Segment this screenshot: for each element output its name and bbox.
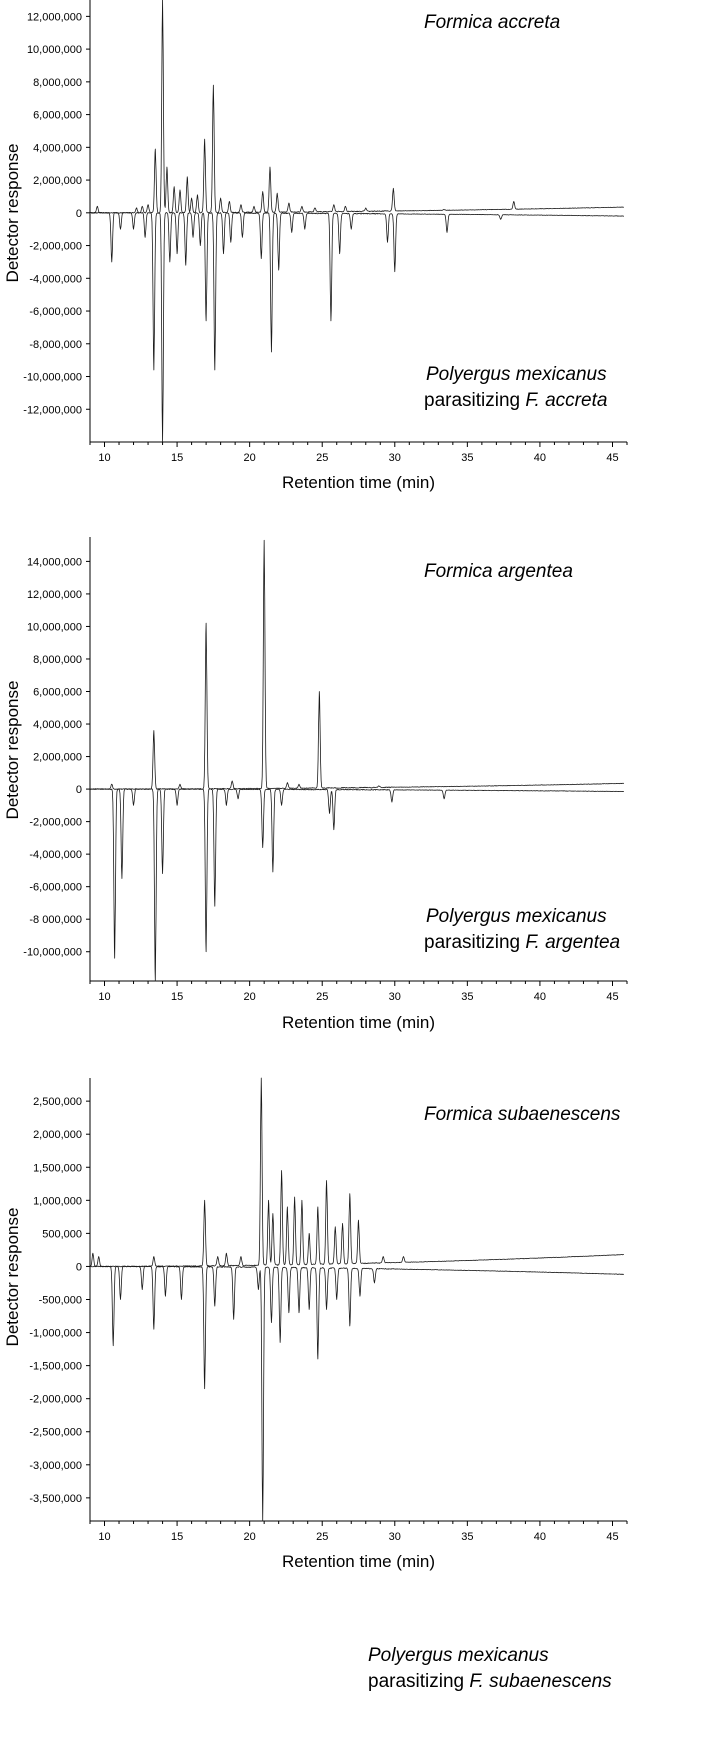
y-tick-label: -500,000 [39,1295,82,1307]
x-tick-label: 45 [606,991,618,1003]
y-tick-label: -3,000,000 [29,1460,82,1472]
series-line-host-species [89,539,625,790]
parasite-species-label: parasitizing F. argentea [424,932,620,953]
y-tick-label: 6,000,000 [33,687,82,699]
y-tick-label: 500,000 [42,1228,82,1240]
y-tick-label: -2,000,000 [29,1394,82,1406]
y-tick-label: 0 [76,208,82,220]
y-tick-label: 8,000,000 [33,77,82,89]
y-tick-label: 1,000,000 [33,1195,82,1207]
parasite-species-label: parasitizing F. accreta [424,390,607,411]
x-tick-label: 20 [244,452,256,464]
parasite-species-label: Polyergus mexicanus [368,1645,549,1666]
x-tick-label: 15 [171,1531,183,1543]
x-tick-label: 25 [316,452,328,464]
y-tick-label: -8,000,000 [29,339,82,351]
y-tick-label: 10,000,000 [27,621,82,633]
parasite-species-label: Polyergus mexicanus [426,364,607,385]
chromatogram-panel-1: 10 15 20 25 30 35 40 45 12,000,000 10,000,000 8,00… [3,0,628,492]
x-tick-label: 20 [244,991,256,1003]
parasite-species-label: parasitizing F. subaenescens [368,1671,612,1692]
y-tick-label: 2,000,000 [33,175,82,187]
chromatogram-panel-2: 10 15 20 25 30 35 40 45 14,000,000 12,000,000 10,0… [3,537,628,1032]
y-tick-label: -2,500,000 [29,1427,82,1439]
y-tick-label: 4,000,000 [33,719,82,731]
y-tick-label: -2,000,000 [29,817,82,829]
y-tick-label: -1,500,000 [29,1361,82,1373]
y-tick-label: -12,000,000 [23,404,82,416]
host-species-label: Formica subaenescens [424,1104,621,1125]
y-axis-title: Detector response [3,681,22,820]
parasite-species-label: Polyergus mexicanus [426,906,607,927]
y-tick-label: 2,500,000 [33,1096,82,1108]
x-axis-title: Retention time (min) [282,1552,435,1571]
y-tick-label: -8 000,000 [29,914,82,926]
y-tick-label: 14,000,000 [27,556,82,568]
x-axis-title: Retention time (min) [282,473,435,492]
x-tick-label: 45 [606,452,618,464]
x-tick-label: 35 [461,452,473,464]
y-tick-label: -1,000,000 [29,1328,82,1340]
y-tick-label: 0 [76,784,82,796]
x-tick-label: 20 [244,1531,256,1543]
x-tick-label: 30 [389,1531,401,1543]
series-line-parasite-species [90,1265,624,1522]
x-tick-label: 45 [606,1531,618,1543]
series-line-host-species [89,0,624,214]
y-tick-label: 12,000,000 [27,11,82,23]
y-tick-label: -3,500,000 [29,1493,82,1505]
x-tick-label: 10 [98,1531,110,1543]
host-species-label: Formica argentea [424,561,573,582]
x-tick-label: 35 [461,1531,473,1543]
series-line-parasite-species [89,212,625,443]
x-tick-label: 10 [98,452,110,464]
x-tick-label: 40 [534,1531,546,1543]
y-tick-label: 1,500,000 [33,1162,82,1174]
series-line-host-species [89,1077,624,1268]
y-tick-label: -6,000,000 [29,882,82,894]
series-line-parasite-species [89,788,624,982]
y-tick-label: -2,000,000 [29,241,82,253]
y-axis-title: Detector response [3,144,22,283]
chromatogram-panel-3: 10 15 20 25 30 35 40 45 2,500,000 2,000,000 1,500,… [3,1077,628,1692]
x-tick-label: 35 [461,991,473,1003]
x-tick-label: 25 [316,1531,328,1543]
y-tick-label: -6,000,000 [29,306,82,318]
x-tick-label: 15 [171,452,183,464]
x-tick-label: 10 [98,991,110,1003]
y-tick-label: -10,000,000 [23,947,82,959]
x-tick-label: 25 [316,991,328,1003]
y-tick-label: -4,000,000 [29,273,82,285]
x-axis-title: Retention time (min) [282,1013,435,1032]
y-tick-label: 4,000,000 [33,142,82,154]
x-tick-label: 30 [389,991,401,1003]
y-tick-label: 12,000,000 [27,589,82,601]
x-tick-label: 15 [171,991,183,1003]
x-tick-label: 40 [534,991,546,1003]
y-tick-label: 2,000,000 [33,1129,82,1141]
y-tick-label: 0 [76,1261,82,1273]
y-axis-title: Detector response [3,1208,22,1347]
y-tick-label: 8,000,000 [33,654,82,666]
y-tick-label: -4,000,000 [29,849,82,861]
x-tick-label: 30 [389,452,401,464]
y-tick-label: 10,000,000 [27,44,82,56]
y-tick-label: 2,000,000 [33,752,82,764]
y-tick-label: -10,000,000 [23,372,82,384]
host-species-label: Formica accreta [424,12,560,33]
x-tick-label: 40 [534,452,546,464]
y-tick-label: 6,000,000 [33,110,82,122]
